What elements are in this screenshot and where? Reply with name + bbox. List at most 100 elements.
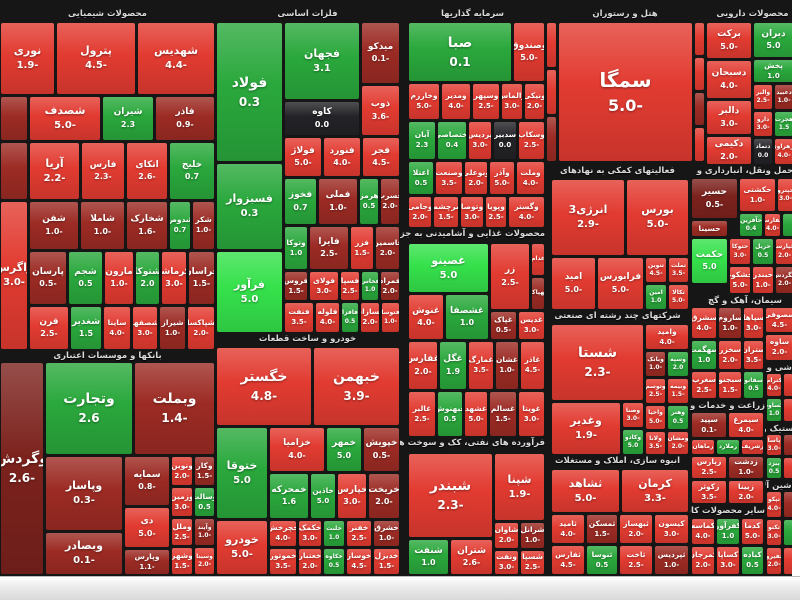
- treemap-tile[interactable]: وملت 4.0-: [517, 162, 544, 194]
- treemap-tile[interactable]: کساپا 3.0-: [717, 547, 739, 574]
- treemap-tile[interactable]: خمهر 5.0: [327, 428, 361, 471]
- treemap-tile[interactable]: کترام4.0-: [767, 374, 781, 396]
- treemap-tile[interactable]: فایرا 2.5-: [310, 227, 348, 269]
- treemap-tile[interactable]: فسبزوار 0.3: [217, 164, 282, 249]
- treemap-tile[interactable]: اعتلا 0.5: [409, 162, 433, 194]
- treemap-tile[interactable]: غگل 1.9: [440, 342, 466, 389]
- treemap-tile[interactable]: وجامی 2.0-: [409, 197, 431, 227]
- treemap-tile[interactable]: خراسان 1.5-: [189, 252, 214, 304]
- treemap-tile[interactable]: سصوفی4.5-: [766, 308, 793, 332]
- treemap-tile[interactable]: سفانو 0.5: [744, 372, 763, 398]
- treemap-tile[interactable]: شهدیس 4.4-: [138, 23, 214, 94]
- treemap-tile[interactable]: حریل 0.5: [753, 239, 773, 264]
- treemap-tile[interactable]: شپنا 1.9-: [495, 454, 544, 520]
- treemap-tile[interactable]: شفن 1.0-: [30, 202, 78, 249]
- treemap-tile[interactable]: [547, 23, 556, 67]
- treemap-tile[interactable]: سهگمت1.0: [692, 341, 716, 369]
- treemap-tile[interactable]: وامید 4.0-: [646, 325, 688, 349]
- treemap-tile[interactable]: شیراز 1.0-: [160, 307, 185, 349]
- treemap-tile[interactable]: خکاوه 0.5: [324, 549, 344, 574]
- treemap-tile[interactable]: ساینا 4.0-: [104, 307, 130, 349]
- treemap-tile[interactable]: خبهمن 3.9-: [314, 348, 399, 425]
- treemap-tile[interactable]: [1, 97, 27, 140]
- treemap-tile[interactable]: غمارگ 3.5-: [469, 342, 493, 389]
- treemap-tile[interactable]: فلوله 4.0-: [316, 303, 339, 332]
- treemap-tile[interactable]: پخش 1.0: [754, 60, 793, 82]
- treemap-tile[interactable]: زپارس 2.5-: [692, 457, 726, 478]
- treemap-tile[interactable]: وصنعت 3.5-: [436, 162, 462, 194]
- treemap-tile[interactable]: اختصاصی0.4: [438, 122, 466, 159]
- treemap-tile[interactable]: فرآور 5.0: [217, 252, 282, 332]
- treemap-tile[interactable]: سپید 0.1-: [692, 413, 726, 437]
- treemap-tile[interactable]: زماهان: [692, 440, 714, 454]
- treemap-tile[interactable]: حپارسا2.0-: [776, 239, 793, 264]
- treemap-tile[interactable]: شرانل 1.0-: [521, 523, 544, 548]
- treemap-tile[interactable]: وسینا 2.0-: [195, 548, 214, 574]
- treemap-tile[interactable]: وسپهر 2.5-: [473, 84, 499, 119]
- treemap-tile[interactable]: وپویا 2.5-: [486, 197, 506, 227]
- treemap-tile[interactable]: فولای 3.0-: [310, 272, 338, 300]
- treemap-tile[interactable]: فجهان 3.1: [285, 23, 359, 99]
- treemap-tile[interactable]: سیمرغ 4.0-: [729, 413, 763, 437]
- treemap-tile[interactable]: خکمک 3.0-: [299, 521, 321, 546]
- treemap-tile[interactable]: شصفها3.0-: [133, 307, 157, 349]
- treemap-tile[interactable]: [783, 214, 793, 236]
- treemap-tile[interactable]: والبر 2.5-: [754, 85, 772, 109]
- treemap-tile[interactable]: سدبیر 0.0: [494, 122, 516, 159]
- treemap-tile[interactable]: دعبید 1.0-: [775, 85, 793, 109]
- treemap-tile[interactable]: تملت 3.5-: [669, 258, 688, 282]
- treemap-tile[interactable]: دالبر 3.0-: [707, 101, 751, 134]
- treemap-tile[interactable]: کماسه 4.0-: [692, 519, 714, 544]
- treemap-tile[interactable]: شستا 2.3-: [552, 325, 643, 400]
- treemap-tile[interactable]: خلنت 1.0: [324, 521, 344, 546]
- treemap-tile[interactable]: شپاکسا 2.0-: [188, 307, 214, 349]
- treemap-tile[interactable]: ساروم 1.0-: [719, 308, 741, 338]
- treemap-tile[interactable]: [784, 435, 793, 455]
- treemap-tile[interactable]: ستران3.5-: [744, 341, 763, 369]
- treemap-tile[interactable]: بهپاک: [532, 278, 544, 309]
- treemap-tile[interactable]: خمحرکه 1.6: [270, 474, 308, 518]
- treemap-tile[interactable]: غبهنوش0.5: [438, 392, 462, 436]
- treemap-tile[interactable]: ومشان 2.0-: [668, 432, 688, 454]
- treemap-tile[interactable]: غاذر 4.5-: [521, 342, 544, 389]
- treemap-tile[interactable]: حتوکا 3.0-: [730, 239, 750, 264]
- treemap-tile[interactable]: حگردش2.0-: [776, 267, 793, 293]
- treemap-tile[interactable]: خلیج 0.7: [170, 143, 214, 199]
- treemap-tile[interactable]: غشان 1.0-: [496, 342, 518, 389]
- treemap-tile[interactable]: خاذین 5.0: [311, 474, 335, 518]
- treemap-tile[interactable]: تنوین 4.5-: [646, 258, 666, 282]
- treemap-tile[interactable]: شتوکا 2.0: [136, 252, 159, 304]
- treemap-tile[interactable]: شکر 1.0-: [193, 202, 214, 249]
- treemap-tile[interactable]: برکت 5.0-: [707, 23, 751, 58]
- treemap-tile[interactable]: ونفت 3.0-: [495, 551, 518, 574]
- treemap-tile[interactable]: حسینا: [692, 221, 727, 236]
- treemap-tile[interactable]: وکار 1.5-: [195, 457, 214, 485]
- treemap-tile[interactable]: وملل 2.5-: [172, 519, 192, 545]
- treemap-tile[interactable]: وگردش 2.6-: [1, 363, 43, 574]
- treemap-tile[interactable]: نوری 1.9-: [1, 23, 54, 94]
- treemap-tile[interactable]: وتوکا 1.0: [285, 227, 307, 269]
- treemap-tile[interactable]: حکمت 5.0: [692, 239, 727, 283]
- treemap-tile[interactable]: [784, 458, 793, 478]
- treemap-tile[interactable]: ذوب 3.6-: [362, 86, 399, 135]
- treemap-tile[interactable]: قرن 2.5-: [30, 307, 68, 349]
- treemap-tile[interactable]: غشهد 5.0-: [465, 392, 487, 436]
- treemap-tile[interactable]: فرابورس 5.0-: [598, 258, 643, 309]
- treemap-tile[interactable]: ختوقا 5.0: [217, 428, 267, 518]
- treemap-tile[interactable]: فولاد 0.3: [217, 23, 282, 161]
- treemap-tile[interactable]: فتوسا 1.0-: [382, 303, 399, 332]
- treemap-tile[interactable]: وتجارت 2.6: [46, 363, 132, 454]
- treemap-tile[interactable]: ساوه 2.0-: [766, 335, 793, 360]
- treemap-tile[interactable]: خزامیا 4.0-: [270, 428, 324, 471]
- treemap-tile[interactable]: [784, 492, 793, 517]
- treemap-tile[interactable]: شیران 2.3: [103, 97, 153, 140]
- treemap-tile[interactable]: وشهر 1.5-: [172, 548, 192, 574]
- treemap-tile[interactable]: فزر 1.5-: [351, 227, 373, 269]
- treemap-tile[interactable]: شسپا 2.5-: [521, 551, 544, 574]
- treemap-tile[interactable]: امید 5.0-: [552, 258, 595, 309]
- treemap-tile[interactable]: والماس3.0-: [502, 84, 522, 119]
- treemap-tile[interactable]: دزهراوی4.0-: [775, 139, 793, 164]
- treemap-tile[interactable]: فسرب2.0-: [381, 179, 399, 224]
- treemap-tile[interactable]: وآذر 5.0-: [490, 162, 514, 194]
- treemap-tile[interactable]: کفرآور1.0: [717, 519, 739, 544]
